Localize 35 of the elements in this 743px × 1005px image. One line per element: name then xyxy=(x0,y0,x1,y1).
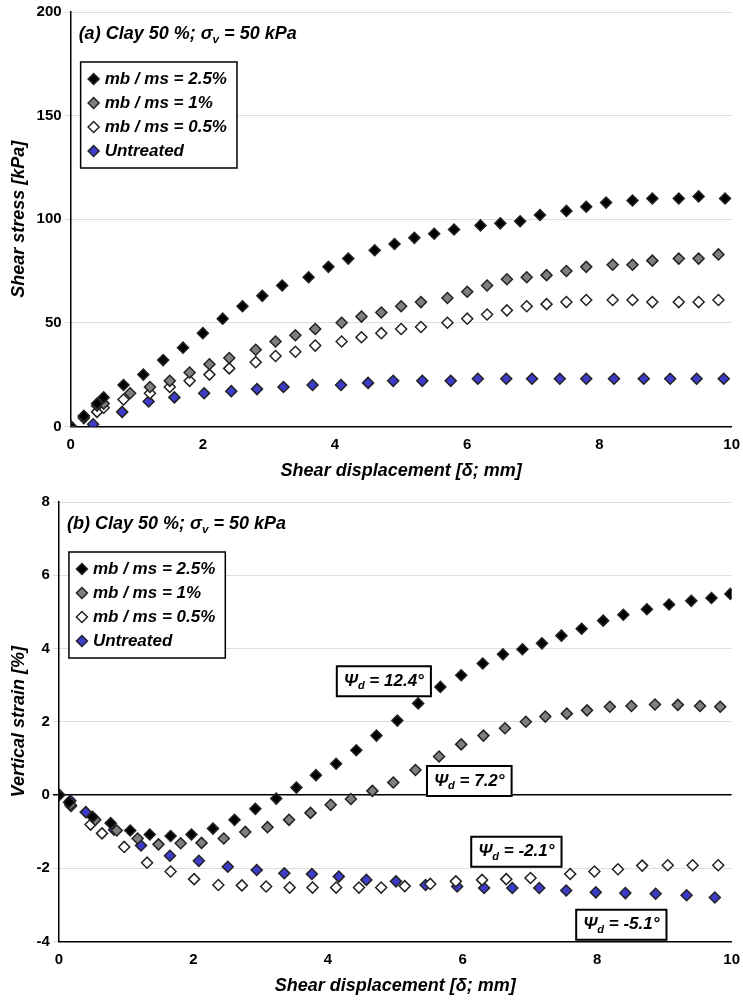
y-tick-label: -4 xyxy=(36,931,51,949)
y-tick-label: 50 xyxy=(44,312,62,330)
legend-label: Untreated xyxy=(92,630,173,650)
x-tick-label: 10 xyxy=(723,949,740,967)
legend-label: Untreated xyxy=(104,140,185,160)
y-tick-label: 200 xyxy=(36,2,62,20)
legend-label: mb / ms = 2.5% xyxy=(92,558,216,578)
y-axis-title: Shear stress [kPa] xyxy=(7,139,28,298)
x-tick-label: 6 xyxy=(463,434,472,452)
x-tick-label: 2 xyxy=(198,434,207,452)
y-tick-label: 0 xyxy=(53,416,62,434)
legend-label: mb / ms = 1% xyxy=(104,92,213,112)
y-tick-label: 4 xyxy=(41,638,51,656)
x-tick-label: 4 xyxy=(330,434,340,452)
y-tick-label: 150 xyxy=(36,105,62,123)
x-tick-label: 8 xyxy=(592,949,602,967)
legend-label: mb / ms = 2.5% xyxy=(104,68,227,88)
y-tick-label: 6 xyxy=(41,565,50,583)
y-tick-label: 0 xyxy=(41,785,50,803)
y-tick-label: 2 xyxy=(41,711,50,729)
legend-label: mb / ms = 1% xyxy=(92,582,202,602)
legend-label: mb / ms = 0.5% xyxy=(92,606,216,626)
x-tick-label: 10 xyxy=(723,434,740,452)
x-tick-label: 0 xyxy=(66,434,75,452)
x-tick-label: 8 xyxy=(595,434,604,452)
y-tick-label: -2 xyxy=(36,858,50,876)
x-tick-label: 4 xyxy=(323,949,333,967)
x-axis-title: Shear displacement [δ; mm] xyxy=(274,975,517,996)
legend-label: mb / ms = 0.5% xyxy=(104,116,227,136)
x-tick-label: 2 xyxy=(189,949,198,967)
y-axis-title: Vertical strain [%] xyxy=(7,645,28,798)
y-tick-label: 100 xyxy=(36,209,62,227)
x-tick-label: 6 xyxy=(458,949,467,967)
y-tick-label: 8 xyxy=(41,492,50,510)
x-axis-title: Shear displacement [δ; mm] xyxy=(280,460,523,481)
